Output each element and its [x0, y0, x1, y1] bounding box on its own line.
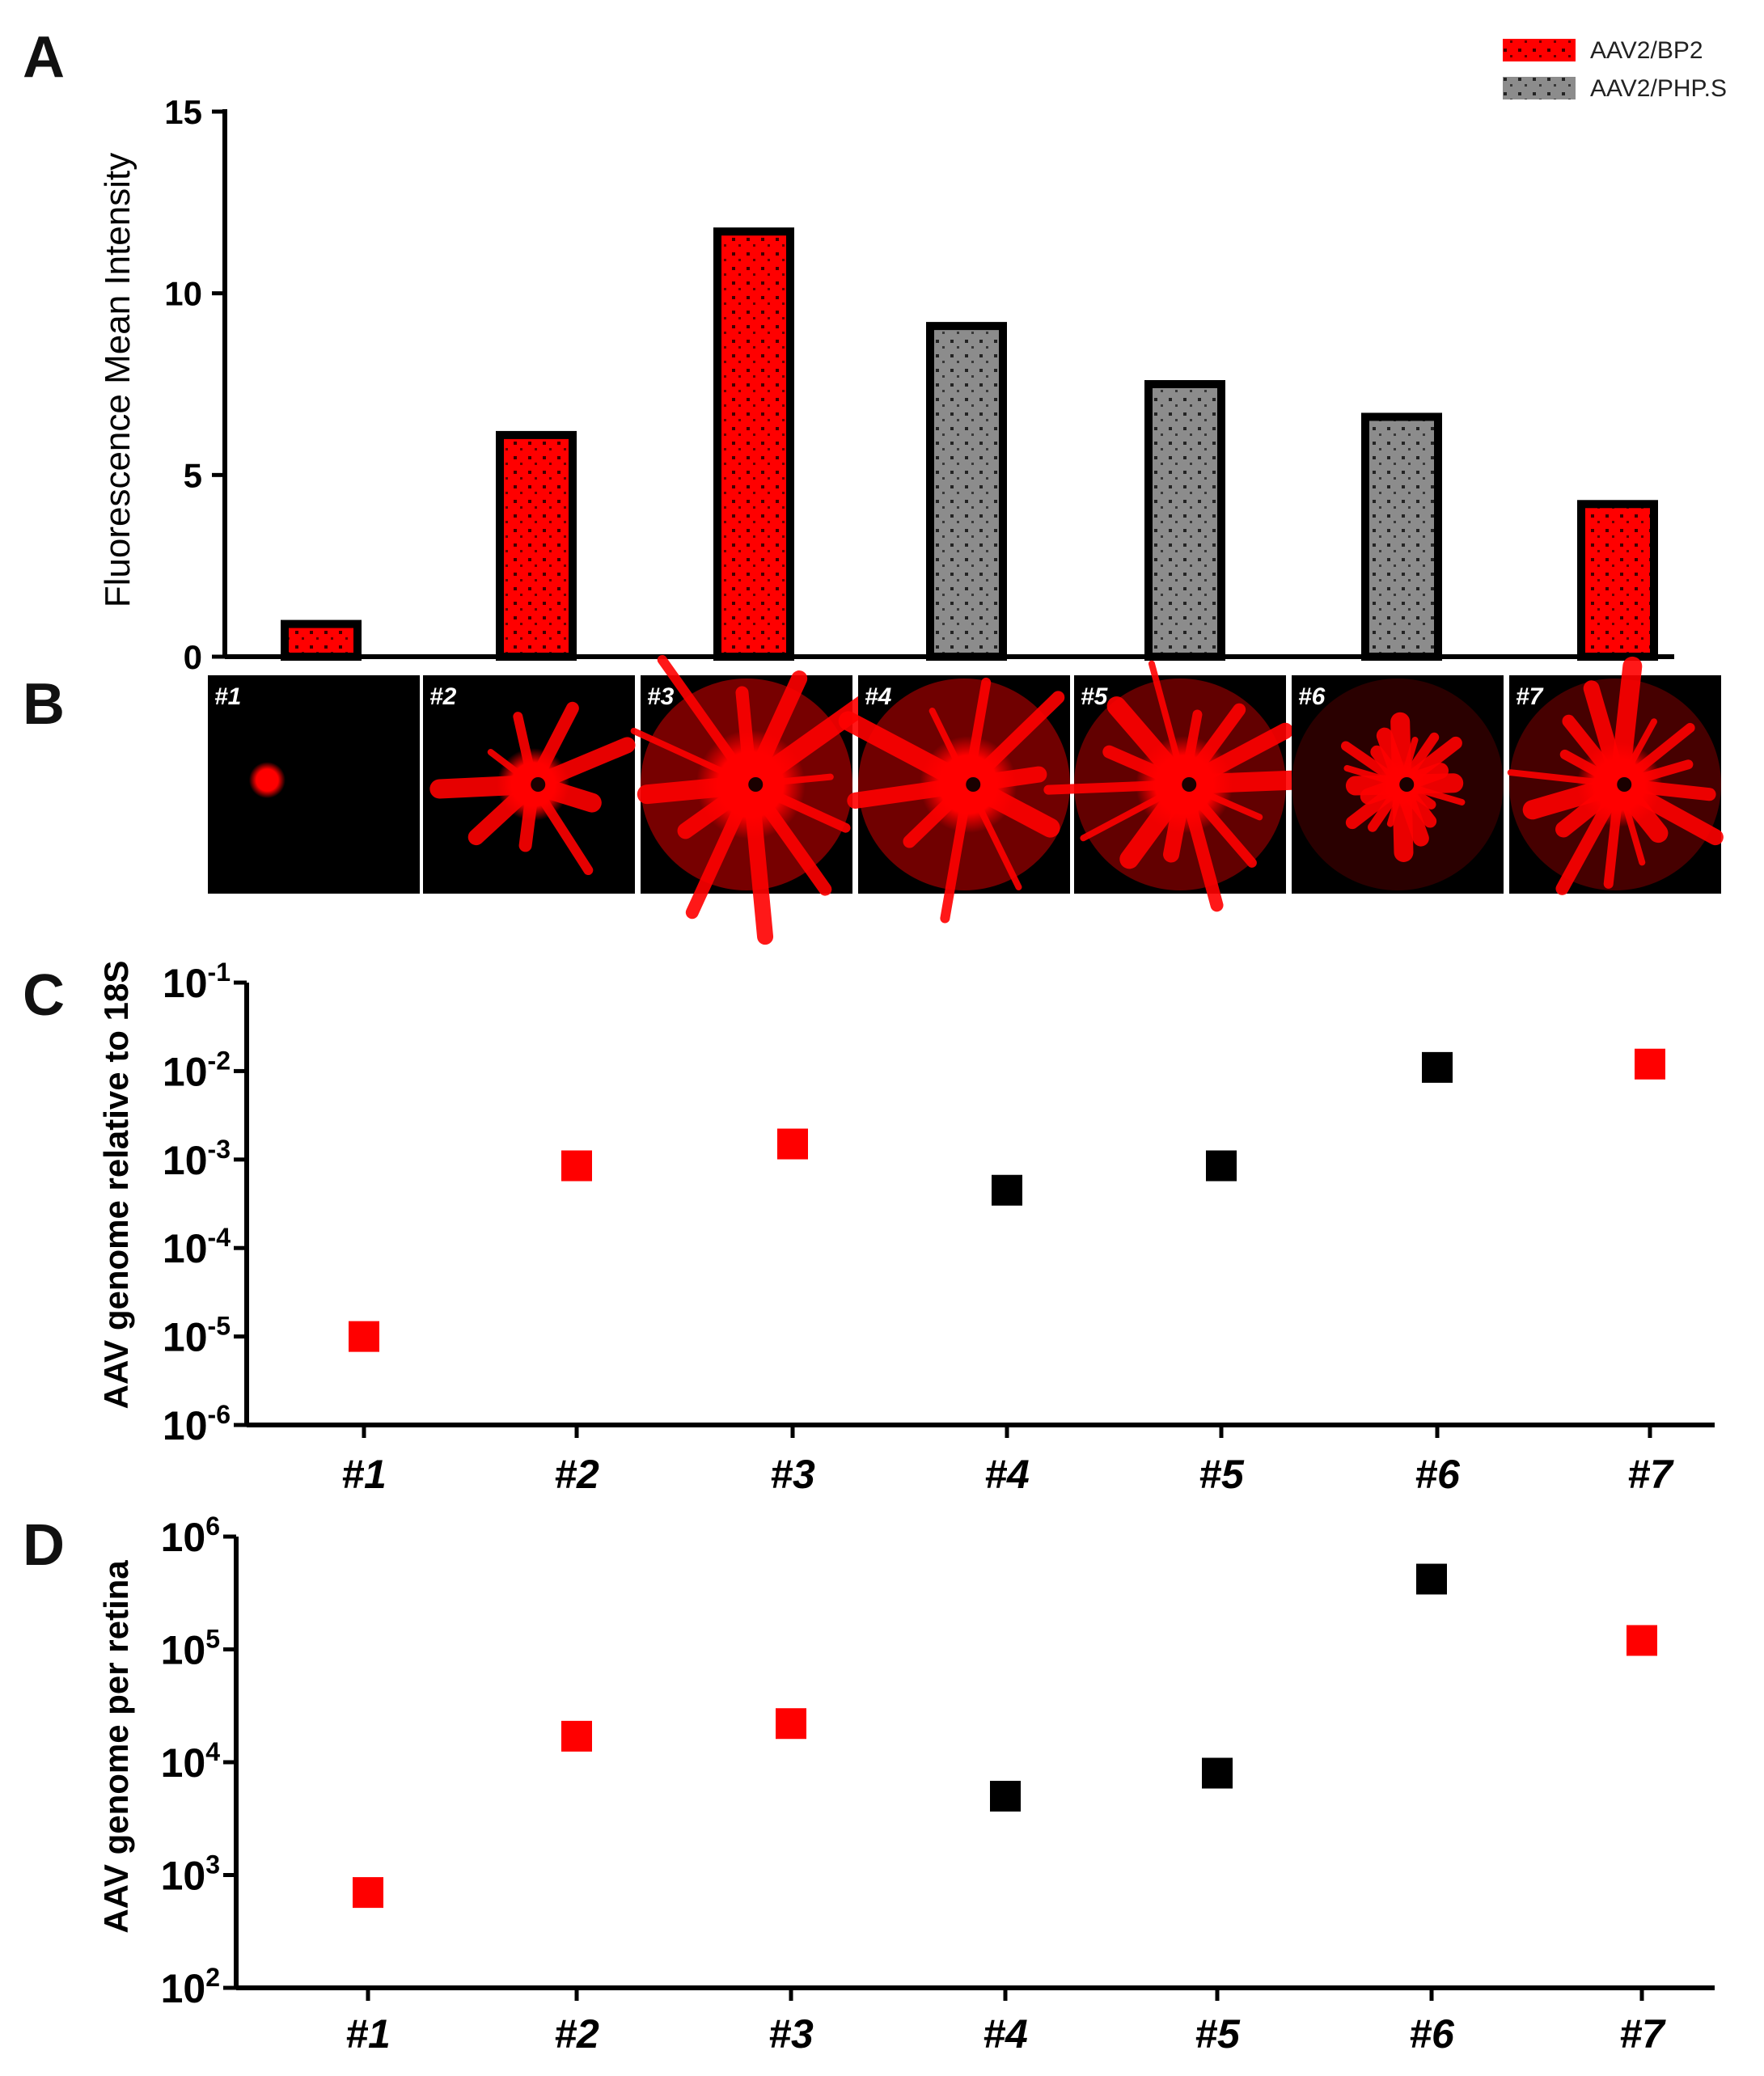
y-tick-label-a: 0 [184, 638, 202, 676]
bars-a [281, 227, 1658, 662]
point-d-1 [353, 1877, 383, 1909]
bar-chart-fluorescence: Fluorescence Mean Intensity 0 5 10 15 [98, 93, 1674, 676]
y-axis-ticks-c: 10-6 10-5 10-4 10-3 10-2 10-1 [163, 958, 247, 1448]
y-tick-label-d: 103 [161, 1850, 220, 1899]
x-tick-label-d: #3 [768, 2011, 814, 2057]
retina-image-label-5: #5 [1081, 683, 1109, 710]
y-tick-label-d: 104 [161, 1737, 221, 1786]
x-tick-label-d: #2 [554, 2011, 599, 2057]
retina-image-4: #4 [838, 675, 1070, 924]
panel-letter-a: A [23, 25, 65, 90]
retina-image-6: #6 [1292, 675, 1504, 894]
y-tick-label-d: 102 [161, 1963, 220, 2011]
x-tick-label-d: #1 [345, 2011, 391, 2057]
panel-letter-b: B [23, 672, 65, 737]
y-tick-label-d: 106 [161, 1512, 220, 1560]
scatter-chart-genome-per-retina: AAV genome per retina 102 103 104 105 106 #1… [97, 1512, 1715, 2057]
retina-image-strip: #1 #2 #3 #4 #5 #6 #7 [208, 654, 1724, 945]
retina-image-1: #1 [208, 675, 420, 894]
point-c-5 [1206, 1150, 1237, 1182]
legend: AAV2/BP2 AAV2/PHP.S [1503, 37, 1727, 102]
y-tick-label-c: 10-1 [163, 958, 231, 1006]
point-c-1 [349, 1321, 379, 1352]
scatter-chart-genome-relative-18s: AAV genome relative to 18S 10-610-510-41… [97, 958, 1715, 1497]
retina-image-label-3: #3 [647, 683, 675, 710]
bar-texture-1 [285, 624, 357, 657]
bar-texture-3 [717, 231, 790, 657]
bar-texture-6 [1365, 416, 1438, 657]
retina-image-3: #3 [630, 654, 876, 945]
y-tick-label-a: 10 [164, 275, 202, 313]
retina-image-5: #5 [1043, 660, 1330, 912]
y-tick-label-c: 10-5 [163, 1312, 231, 1360]
bar-texture-7 [1581, 504, 1654, 657]
point-d-6 [1416, 1563, 1447, 1595]
y-axis-ticks-a: 0 5 10 15 [164, 93, 225, 676]
x-tick-label-c: #4 [984, 1452, 1030, 1497]
retina-image-7: #7 [1507, 656, 1724, 895]
point-c-6 [1422, 1051, 1453, 1083]
y-axis-title-c: AAV genome relative to 18S [97, 961, 135, 1410]
point-c-7 [1635, 1048, 1665, 1080]
y-tick-label-c: 10-2 [163, 1046, 231, 1094]
y-tick-label-c: 10-4 [163, 1223, 231, 1271]
y-axis-ticks-d: 102 103 104 105 106 [161, 1512, 236, 2011]
point-d-5 [1202, 1757, 1233, 1789]
point-d-2 [561, 1720, 592, 1752]
points-d [353, 1563, 1657, 1909]
x-axis-ticks-c: #1 #2 #3 #4 #5 #6 #7 [341, 1425, 1674, 1497]
point-c-4 [992, 1174, 1022, 1206]
point-d-3 [776, 1708, 806, 1740]
y-axis-title-a: Fluorescence Mean Intensity [98, 153, 137, 608]
point-d-7 [1627, 1625, 1657, 1656]
x-tick-label-d: #7 [1619, 2011, 1666, 2057]
x-tick-label-c: #6 [1415, 1452, 1461, 1497]
x-tick-label-c: #7 [1627, 1452, 1674, 1497]
legend-swatch-bp2-texture [1503, 39, 1576, 61]
point-c-3 [777, 1128, 808, 1160]
legend-swatch-phps-texture [1503, 77, 1576, 99]
x-tick-label-d: #4 [983, 2011, 1028, 2057]
x-tick-label-d: #6 [1409, 2011, 1455, 2057]
y-axis-title-d: AAV genome per retina [97, 1560, 135, 1934]
y-tick-label-c: 10-6 [163, 1400, 231, 1448]
bar-texture-5 [1149, 384, 1221, 657]
panel-letter-d: D [23, 1513, 65, 1578]
panel-letter-c: C [23, 963, 65, 1028]
retina-image-label-4: #4 [865, 683, 892, 710]
y-tick-label-c: 10-3 [163, 1135, 231, 1183]
retina-image-label-1: #1 [214, 683, 241, 710]
legend-label-bp2: AAV2/BP2 [1590, 37, 1703, 64]
x-tick-label-c: #2 [554, 1452, 599, 1497]
x-tick-label-c: #5 [1199, 1452, 1245, 1497]
retina-image-label-7: #7 [1516, 683, 1544, 710]
retina-image-label-6: #6 [1298, 683, 1326, 710]
x-tick-label-d: #5 [1195, 2011, 1241, 2057]
x-axis-ticks-d: #1 #2 #3 #4 #5 #6 #7 [345, 1988, 1666, 2057]
points-c [349, 1048, 1665, 1352]
y-tick-label-d: 105 [161, 1625, 220, 1673]
y-tick-label-a: 15 [164, 93, 202, 131]
x-tick-label-c: #3 [770, 1452, 815, 1497]
point-c-2 [561, 1150, 592, 1182]
x-tick-label-c: #1 [341, 1452, 387, 1497]
bar-texture-2 [500, 434, 573, 657]
y-tick-label-a: 5 [184, 456, 202, 494]
retina-image-label-2: #2 [429, 683, 457, 710]
legend-label-phps: AAV2/PHP.S [1590, 75, 1727, 102]
point-d-4 [990, 1780, 1021, 1812]
bar-texture-4 [930, 326, 1003, 657]
retina-image-2: #2 [423, 675, 636, 894]
